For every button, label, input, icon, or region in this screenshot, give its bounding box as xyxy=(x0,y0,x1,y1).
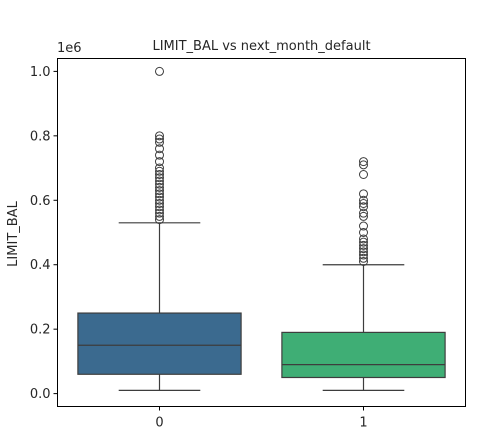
outlier-point xyxy=(155,192,164,202)
plot-area: 0.0 0.2 0.4 0.6 0.8 1.0 0 1 xyxy=(30,65,446,431)
outlier-point xyxy=(359,195,368,205)
box-iqr xyxy=(281,331,446,379)
y-tick-label: 1.0 xyxy=(30,65,51,80)
outlier-point xyxy=(359,157,368,167)
outlier-point xyxy=(359,211,368,221)
y-tick-label: 0.0 xyxy=(30,387,51,402)
outlier-point xyxy=(155,182,164,192)
outlier-point xyxy=(359,170,368,179)
plot-frame xyxy=(57,58,466,407)
outlier-point xyxy=(155,137,164,147)
outlier-point xyxy=(359,250,368,260)
outlier-point xyxy=(155,134,164,144)
y-axis-label: LIMIT_BAL xyxy=(6,200,21,266)
outlier-point xyxy=(155,144,164,154)
outlier-point xyxy=(359,257,368,266)
outlier-point xyxy=(359,247,368,257)
y-offset-label: 1e6 xyxy=(57,41,82,56)
outlier-point xyxy=(359,234,368,244)
outlier-point xyxy=(155,166,164,176)
outlier-point xyxy=(359,237,368,247)
outlier-point xyxy=(359,240,368,250)
box-iqr xyxy=(77,312,242,375)
outlier-point xyxy=(155,157,164,167)
x-tick-label: 1 xyxy=(359,416,367,431)
outlier-point xyxy=(155,173,164,183)
outlier-point xyxy=(359,189,368,199)
outlier-point xyxy=(155,189,164,199)
outlier-point xyxy=(359,160,368,170)
outlier-point xyxy=(155,131,164,141)
outlier-point xyxy=(155,163,164,173)
outlier-point xyxy=(359,202,368,212)
outlier-point xyxy=(155,176,164,186)
outlier-point xyxy=(155,215,164,225)
y-tick-label: 0.6 xyxy=(30,194,51,209)
outlier-point xyxy=(155,208,164,218)
outlier-point xyxy=(155,211,164,221)
outlier-point xyxy=(155,150,164,160)
y-tick-label: 0.8 xyxy=(30,129,51,144)
outlier-point xyxy=(155,179,164,189)
outlier-point xyxy=(359,208,368,218)
outlier-point xyxy=(155,186,164,196)
outlier-point xyxy=(359,221,368,231)
outlier-point xyxy=(359,199,368,208)
y-tick-label: 0.4 xyxy=(30,258,51,273)
outlier-point xyxy=(155,195,164,205)
outlier-point xyxy=(155,202,164,212)
y-tick-label: 0.2 xyxy=(30,323,51,338)
outlier-point xyxy=(155,66,164,76)
x-tick-label: 0 xyxy=(155,416,163,431)
chart-title: LIMIT_BAL vs next_month_default xyxy=(152,39,370,54)
outlier-point xyxy=(359,253,368,263)
outlier-point xyxy=(359,228,368,237)
outlier-point xyxy=(155,205,164,215)
outlier-point xyxy=(155,170,164,179)
outlier-point xyxy=(155,199,164,208)
outlier-point xyxy=(359,244,368,254)
